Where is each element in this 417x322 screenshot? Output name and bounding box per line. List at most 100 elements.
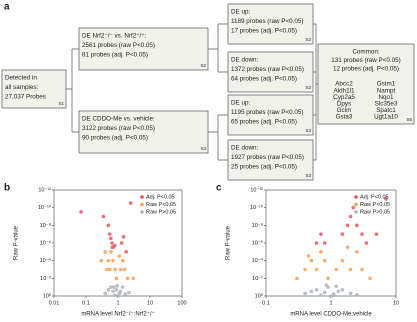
y-tick-label: 10⁻⁶ bbox=[252, 239, 263, 246]
panel-label: c bbox=[216, 183, 222, 194]
data-point bbox=[360, 267, 364, 272]
legend-marker bbox=[140, 210, 144, 214]
data-point bbox=[322, 290, 327, 295]
data-point bbox=[106, 258, 111, 263]
box-text: 25 probes (adj. P<0.05) bbox=[231, 164, 297, 171]
legend-label: Raw P<0.05 bbox=[360, 202, 390, 208]
data-point bbox=[340, 258, 345, 263]
box-text: 131 probes (raw P<0.05) bbox=[331, 57, 400, 64]
data-point bbox=[322, 241, 327, 245]
data-point bbox=[303, 267, 307, 272]
data-point bbox=[107, 267, 112, 272]
box-text: Common: bbox=[352, 49, 380, 56]
data-point bbox=[331, 292, 336, 296]
data-point bbox=[355, 250, 359, 254]
panel-label: b bbox=[4, 183, 10, 194]
data-point bbox=[368, 276, 372, 281]
gene: Gclm bbox=[337, 107, 352, 114]
data-point bbox=[364, 241, 369, 245]
box-tag: S5 bbox=[406, 117, 412, 122]
y-axis-label: Raw P-value bbox=[226, 225, 232, 260]
y-tick-label: 10⁻⁴ bbox=[252, 257, 264, 264]
data-point bbox=[345, 223, 350, 228]
legend-label: Adj. P<0.05 bbox=[146, 194, 175, 200]
legend-label: Raw P>0.05 bbox=[360, 209, 390, 215]
gene: Nqo1 bbox=[378, 94, 394, 101]
data-point bbox=[122, 267, 127, 272]
box-text: all samples: bbox=[5, 84, 38, 91]
data-point bbox=[115, 283, 120, 288]
connector bbox=[208, 23, 228, 73]
data-point bbox=[336, 289, 341, 294]
box-text: 12 probes (adj. P<0.05) bbox=[333, 66, 399, 73]
box-text: DE down: bbox=[231, 57, 259, 64]
data-point bbox=[101, 214, 106, 219]
x-tick-label: 100 bbox=[177, 300, 186, 306]
data-point bbox=[309, 258, 314, 263]
data-point bbox=[127, 290, 131, 295]
data-point bbox=[348, 214, 353, 219]
box-text: DE up: bbox=[231, 100, 251, 107]
data-point bbox=[107, 232, 112, 236]
box-tag: S3 bbox=[200, 146, 206, 151]
data-point bbox=[124, 250, 128, 254]
data-point bbox=[355, 292, 359, 297]
x-tick-label: 1 bbox=[116, 300, 119, 306]
data-point bbox=[131, 276, 136, 281]
data-point bbox=[113, 243, 117, 248]
data-point bbox=[309, 289, 314, 294]
data-point bbox=[106, 223, 111, 228]
data-point bbox=[121, 235, 126, 239]
x-tick-label: 0.1 bbox=[82, 300, 90, 306]
data-point bbox=[360, 232, 364, 236]
data-point bbox=[303, 291, 307, 296]
data-point bbox=[118, 267, 123, 272]
box-text: 64 probes (adj. P<0.05) bbox=[231, 76, 297, 83]
box-text: 81 probes (adj. P<0.05) bbox=[82, 52, 148, 59]
data-point bbox=[111, 289, 115, 294]
y-tick-label: 10⁰ bbox=[255, 292, 264, 299]
box bbox=[227, 139, 314, 181]
box-tag: S2 bbox=[200, 63, 206, 68]
box-text: 1927 probes (raw P<0.05) bbox=[231, 154, 304, 161]
data-point bbox=[345, 245, 350, 250]
box bbox=[78, 110, 209, 154]
data-point bbox=[119, 241, 124, 245]
y-tick-label: 10⁻¹² bbox=[38, 187, 51, 193]
data-point bbox=[110, 241, 114, 245]
box-text: DE up: bbox=[231, 9, 251, 16]
box bbox=[227, 3, 314, 45]
data-point bbox=[109, 250, 113, 254]
x-tick-label: 10 bbox=[393, 300, 399, 306]
data-point bbox=[112, 285, 116, 289]
gene: Gsta3 bbox=[336, 114, 353, 121]
box-text: 3122 probes (raw P<0.05) bbox=[82, 125, 155, 132]
data-point bbox=[103, 250, 108, 254]
legend-label: Adj. P<0.05 bbox=[360, 194, 389, 200]
box-text: 90 probes (adj. P<0.05) bbox=[82, 135, 148, 142]
data-point bbox=[374, 232, 379, 236]
data-point bbox=[114, 288, 119, 292]
box-text: Detected in bbox=[5, 75, 37, 82]
x-tick-label: 0.01 bbox=[49, 300, 60, 306]
data-point bbox=[324, 283, 329, 288]
data-point bbox=[128, 201, 133, 205]
box bbox=[1, 69, 67, 109]
box bbox=[227, 94, 314, 136]
data-point bbox=[114, 276, 119, 281]
data-point bbox=[109, 236, 113, 241]
data-point bbox=[314, 241, 319, 245]
x-tick-label: 10 bbox=[147, 300, 153, 306]
legend-label: Raw P>0.05 bbox=[146, 209, 176, 215]
y-tick-label: 10⁻² bbox=[252, 276, 263, 282]
data-point bbox=[99, 258, 104, 263]
data-point bbox=[306, 254, 311, 258]
box-text: 1195 probes (raw P<0.05) bbox=[231, 109, 304, 116]
data-point bbox=[314, 288, 319, 292]
box bbox=[317, 43, 415, 125]
data-point bbox=[340, 232, 345, 236]
box-tag: S2 bbox=[305, 37, 311, 42]
box-text: DE CDDO-Me vs. vehicle: bbox=[82, 116, 155, 123]
data-point bbox=[113, 293, 117, 297]
y-tick-label: 10⁻² bbox=[40, 276, 51, 282]
